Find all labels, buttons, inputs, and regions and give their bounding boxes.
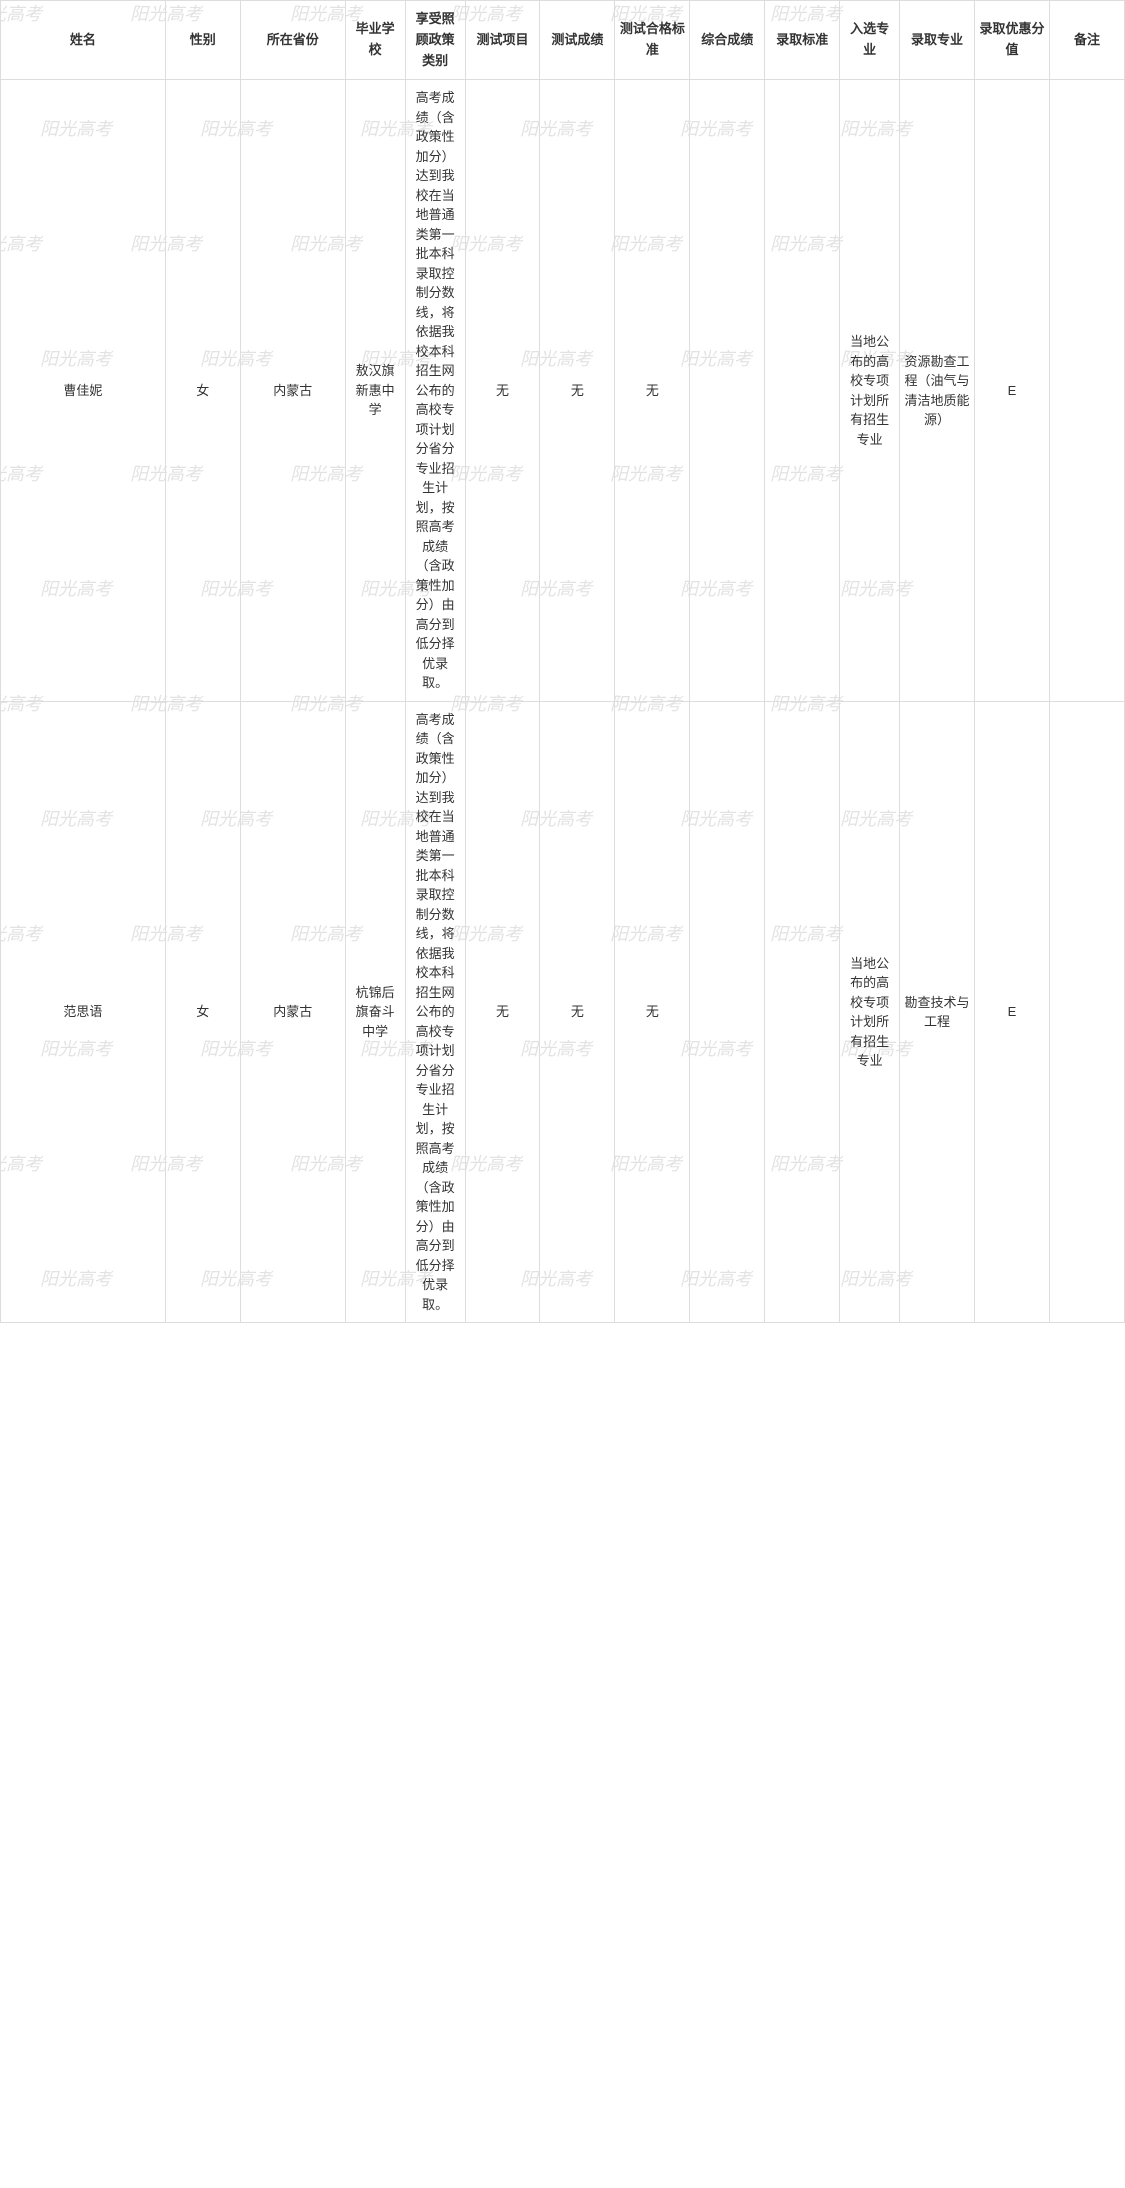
table-cell: 当地公布的高校专项计划所有招生专业 [840,701,900,1323]
table-cell: 高考成绩（含政策性加分）达到我校在当地普通类第一批本科录取控制分数线，将依据我校… [405,80,465,702]
col-header: 备注 [1049,1,1124,80]
table-cell: E [975,80,1050,702]
col-header: 录取优惠分值 [975,1,1050,80]
col-header: 测试合格标准 [615,1,690,80]
table-body: 曹佳妮女内蒙古敖汉旗新惠中学高考成绩（含政策性加分）达到我校在当地普通类第一批本… [1,80,1125,1323]
col-header: 测试成绩 [540,1,615,80]
table-cell: 无 [615,80,690,702]
data-table: 姓名性别所在省份毕业学校享受照顾政策类别测试项目测试成绩测试合格标准综合成绩录取… [0,0,1125,1323]
table-cell [690,701,765,1323]
table-cell: 无 [465,80,540,702]
table-cell: 勘查技术与工程 [900,701,975,1323]
table-cell: 范思语 [1,701,166,1323]
col-header: 录取专业 [900,1,975,80]
table-row: 范思语女内蒙古杭锦后旗奋斗中学高考成绩（含政策性加分）达到我校在当地普通类第一批… [1,701,1125,1323]
table-cell: 资源勘查工程（油气与清洁地质能源） [900,80,975,702]
table-cell: 曹佳妮 [1,80,166,702]
col-header: 测试项目 [465,1,540,80]
table-cell: 内蒙古 [240,80,345,702]
table-cell [765,80,840,702]
col-header: 毕业学校 [345,1,405,80]
table-cell: 无 [615,701,690,1323]
col-header: 享受照顾政策类别 [405,1,465,80]
table-cell: 当地公布的高校专项计划所有招生专业 [840,80,900,702]
header-row: 姓名性别所在省份毕业学校享受照顾政策类别测试项目测试成绩测试合格标准综合成绩录取… [1,1,1125,80]
table-cell: E [975,701,1050,1323]
table-cell [1049,80,1124,702]
table-row: 曹佳妮女内蒙古敖汉旗新惠中学高考成绩（含政策性加分）达到我校在当地普通类第一批本… [1,80,1125,702]
table-cell: 女 [165,80,240,702]
table-cell: 敖汉旗新惠中学 [345,80,405,702]
table-cell: 内蒙古 [240,701,345,1323]
table-cell [1049,701,1124,1323]
col-header: 综合成绩 [690,1,765,80]
table-cell: 无 [540,701,615,1323]
table-cell: 无 [465,701,540,1323]
col-header: 入选专业 [840,1,900,80]
col-header: 录取标准 [765,1,840,80]
col-header: 性别 [165,1,240,80]
table-head: 姓名性别所在省份毕业学校享受照顾政策类别测试项目测试成绩测试合格标准综合成绩录取… [1,1,1125,80]
table-cell [765,701,840,1323]
col-header: 所在省份 [240,1,345,80]
table-cell: 无 [540,80,615,702]
table-cell: 高考成绩（含政策性加分）达到我校在当地普通类第一批本科录取控制分数线，将依据我校… [405,701,465,1323]
table-cell: 女 [165,701,240,1323]
table-cell [690,80,765,702]
col-header: 姓名 [1,1,166,80]
table-cell: 杭锦后旗奋斗中学 [345,701,405,1323]
